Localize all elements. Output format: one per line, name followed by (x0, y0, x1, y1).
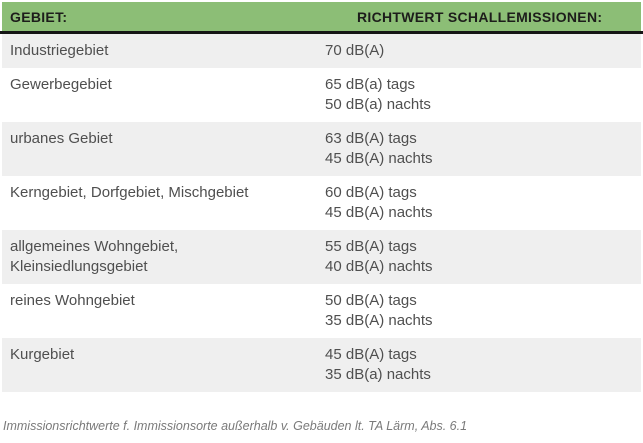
area-cell: Gewerbegebiet (2, 75, 317, 115)
area-text: Industriegebiet (10, 42, 109, 59)
header-col-richtwert: RICHTWERT SCHALLEMISSIONEN: (357, 8, 603, 25)
value-text-tags: 63 dB(A) tags (325, 130, 417, 147)
value-text-nachts: 50 dB(a) nachts (325, 96, 431, 113)
table-row-kurgebiet: Kurgebiet 45 dB(A) tags 35 dB(a) nachts (2, 338, 641, 392)
value-text-nachts: 45 dB(A) nachts (325, 204, 433, 221)
value-cell: 65 dB(a) tags 50 dB(a) nachts (317, 75, 641, 115)
value-text-nachts: 45 dB(A) nachts (325, 150, 433, 167)
value-text-tags: 45 dB(A) tags (325, 346, 417, 363)
area-text: urbanes Gebiet (10, 130, 113, 147)
table-header: GEBIET: RICHTWERT SCHALLEMISSIONEN: (2, 2, 641, 31)
value-text-tags: 55 dB(A) tags (325, 238, 417, 255)
value-cell: 63 dB(A) tags 45 dB(A) nachts (317, 129, 641, 169)
table-row-allgemeines-wohngebiet: allgemeines Wohngebiet, Kleinsiedlungsge… (2, 230, 641, 284)
table-caption: Immissionsrichtwerte f. Immissionsorte a… (3, 419, 468, 433)
table-row-reines-wohngebiet: reines Wohngebiet 50 dB(A) tags 35 dB(A)… (2, 284, 641, 338)
area-cell: reines Wohngebiet (2, 291, 317, 331)
area-text: Kerngebiet, Dorfgebiet, Mischgebiet (10, 184, 249, 201)
value-cell: 60 dB(A) tags 45 dB(A) nachts (317, 183, 641, 223)
area-cell: allgemeines Wohngebiet, Kleinsiedlungsge… (2, 237, 317, 277)
value-text-nachts: 35 dB(a) nachts (325, 366, 431, 383)
area-text-line2: Kleinsiedlungsgebiet (10, 258, 148, 275)
value-cell: 55 dB(A) tags 40 dB(A) nachts (317, 237, 641, 277)
value-cell: 45 dB(A) tags 35 dB(a) nachts (317, 345, 641, 385)
area-cell: urbanes Gebiet (2, 129, 317, 169)
value-text-tags: 50 dB(A) tags (325, 292, 417, 309)
area-text: Gewerbegebiet (10, 76, 112, 93)
value-text-nachts: 35 dB(A) nachts (325, 312, 433, 329)
value-text-tags: 65 dB(a) tags (325, 76, 416, 93)
header-underline (0, 31, 643, 34)
table-row-gewerbegebiet: Gewerbegebiet 65 dB(a) tags 50 dB(a) nac… (2, 68, 641, 122)
area-cell: Kurgebiet (2, 345, 317, 385)
table-row-kerngebiet: Kerngebiet, Dorfgebiet, Mischgebiet 60 d… (2, 176, 641, 230)
area-text-line1: allgemeines Wohngebiet, (10, 238, 179, 255)
table-row-industriegebiet: Industriegebiet 70 dB(A) (2, 34, 641, 68)
area-cell: Kerngebiet, Dorfgebiet, Mischgebiet (2, 183, 317, 223)
table-row-urbanes-gebiet: urbanes Gebiet 63 dB(A) tags 45 dB(A) na… (2, 122, 641, 176)
area-text: Kurgebiet (10, 346, 75, 363)
area-cell: Industriegebiet (2, 41, 317, 61)
area-text: reines Wohngebiet (10, 292, 135, 309)
value-text-nachts: 40 dB(A) nachts (325, 258, 433, 275)
value-cell: 70 dB(A) (317, 41, 641, 61)
value-text: 70 dB(A) (325, 42, 385, 59)
value-cell: 50 dB(A) tags 35 dB(A) nachts (317, 291, 641, 331)
value-text-tags: 60 dB(A) tags (325, 184, 417, 201)
header-col-gebiet: GEBIET: (10, 8, 68, 25)
